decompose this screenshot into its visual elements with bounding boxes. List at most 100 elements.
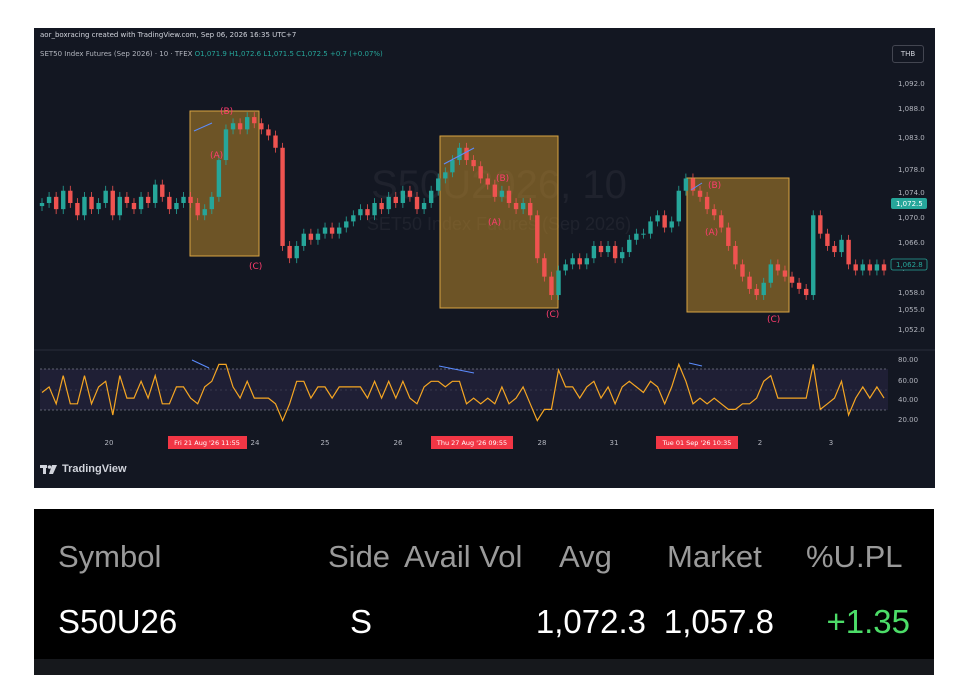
candle-body [46, 196, 52, 203]
last-price-value: 1,072.5 [896, 200, 923, 208]
header-market: Market [667, 539, 762, 574]
candle-body [400, 190, 406, 203]
rsi-trendline-3[interactable] [688, 362, 703, 367]
candle-body [216, 160, 222, 197]
candle-body [450, 160, 455, 173]
rsi-trendline-2[interactable] [438, 365, 475, 374]
candle-body [273, 135, 278, 148]
candle-body [223, 129, 229, 161]
candle-body [478, 166, 483, 179]
time-highlight-1: Fri 21 Aug '26 11:55 [174, 439, 240, 447]
currency-button[interactable]: THB [892, 45, 924, 63]
candle-body [386, 196, 391, 210]
candle-body [372, 203, 377, 216]
time-highlight-3: Tue 01 Sep '26 10:35 [662, 439, 732, 447]
wave-2-label-c: (C) [546, 310, 559, 320]
candle-body [669, 221, 674, 228]
candle-body [570, 258, 575, 265]
candle-body [202, 209, 207, 216]
candle-body [796, 282, 802, 289]
candle-body [237, 123, 243, 130]
candle-body [308, 233, 314, 240]
panel-footer [34, 659, 934, 675]
candle-body [259, 123, 264, 130]
candle-body [754, 288, 759, 296]
candle-body [39, 203, 45, 207]
candle-body [839, 239, 844, 253]
candle-body [266, 129, 271, 136]
candle-body [153, 184, 158, 203]
candle-body [690, 178, 696, 191]
candle-body [874, 264, 880, 271]
candle-body [853, 264, 858, 271]
tradingview-logo[interactable]: TradingView [40, 463, 127, 475]
time-tick: 20 [105, 439, 114, 447]
rsi-trendline-1[interactable] [191, 359, 210, 369]
candle-body [563, 264, 568, 271]
positions-panel: Symbol Side Avail Vol Avg Market %U.PL S… [34, 509, 934, 675]
row-symbol: S50U26 [58, 603, 178, 640]
price-tick: 1,052.0 [898, 326, 925, 334]
wave-2-label-a: (A) [488, 218, 501, 228]
price-tick: 1,078.0 [898, 166, 925, 174]
candle-body [697, 190, 703, 197]
candle-body [294, 245, 299, 259]
candle-body [61, 190, 66, 210]
candle-body [365, 209, 370, 216]
chart-panel[interactable]: S50U2026, 10 SET50 Index Futures (Sep 20… [34, 28, 935, 488]
price-tick: 1,070.0 [898, 214, 925, 222]
candle-body [252, 117, 257, 124]
candle-body [457, 147, 462, 161]
trendline-2[interactable] [443, 147, 475, 165]
candle-body [336, 227, 342, 234]
candle-body [825, 233, 830, 246]
candle-body [110, 190, 115, 216]
candle-body [230, 123, 236, 130]
candle-body [803, 288, 809, 296]
candle-body [181, 196, 186, 203]
candle-body [393, 196, 398, 203]
candle-body [301, 233, 306, 246]
chart-canvas[interactable]: S50U2026, 10 SET50 Index Futures (Sep 20… [34, 28, 935, 488]
time-tick: 26 [394, 439, 403, 447]
candle-body [768, 264, 773, 283]
candle-body [641, 233, 646, 235]
candle-body [520, 203, 526, 210]
candle-body [761, 282, 766, 296]
price-candles [39, 112, 887, 300]
symbol-legend[interactable]: SET50 Index Futures (Sep 2026) · 10 · TF… [40, 50, 383, 58]
wave-3-label-a: (A) [705, 228, 718, 238]
candle-body [620, 252, 625, 259]
candle-body [138, 196, 144, 210]
wave-box-3[interactable] [686, 177, 790, 313]
candle-body [655, 215, 660, 222]
price-tick: 1,066.0 [898, 239, 925, 247]
candle-body [160, 184, 165, 197]
candle-body [329, 227, 335, 234]
time-axis[interactable]: 20 24 25 26 28 31 2 3 [105, 439, 834, 447]
second-price-tag [890, 258, 928, 271]
candle-body [103, 190, 108, 203]
candle-body [704, 196, 710, 210]
trendline-3[interactable] [690, 182, 703, 191]
trendline-1[interactable] [193, 122, 213, 132]
candle-body [867, 264, 873, 271]
header-symbol: Symbol [58, 539, 162, 574]
price-tick: 1,083.0 [898, 134, 925, 142]
time-tick: 25 [321, 439, 330, 447]
candle-body [591, 245, 597, 259]
candle-body [436, 178, 441, 191]
rsi-tick: 60.00 [898, 377, 918, 385]
candle-body [860, 264, 865, 271]
candle-body [421, 203, 427, 210]
candle-body [485, 178, 490, 185]
wave-1-label-a: (A) [210, 151, 223, 161]
price-tick: 1,074.0 [898, 189, 925, 197]
candle-body [188, 196, 193, 203]
candle-body [53, 196, 59, 210]
candle-body [733, 245, 738, 265]
candle-body [634, 233, 639, 240]
rsi-tick: 40.00 [898, 396, 918, 404]
candle-body [280, 147, 285, 246]
candle-body [612, 245, 618, 259]
